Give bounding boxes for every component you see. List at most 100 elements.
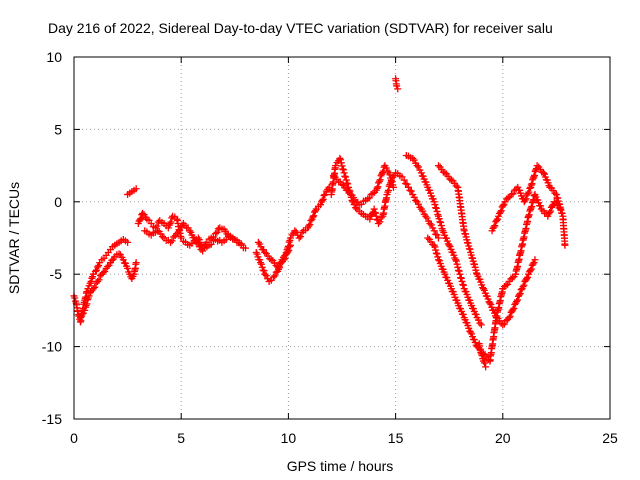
series-spike	[392, 75, 402, 93]
data-point-marker	[500, 320, 508, 328]
data-point-marker	[166, 220, 174, 228]
data-point-marker	[153, 222, 161, 230]
data-point-marker	[477, 321, 485, 329]
data-point-marker	[343, 179, 351, 187]
data-point-marker	[168, 214, 176, 222]
data-point-marker	[506, 312, 514, 320]
data-point-marker	[192, 238, 200, 246]
data-point-marker	[430, 241, 438, 249]
series-morning-b	[141, 220, 245, 255]
data-point-marker	[88, 274, 96, 282]
data-point-marker	[387, 174, 395, 182]
data-point-marker	[340, 169, 348, 177]
x-tick-label: 0	[70, 430, 78, 446]
data-point-marker	[137, 214, 145, 222]
y-tick-label: 0	[54, 194, 62, 210]
data-point-marker	[403, 180, 411, 188]
data-point-marker	[339, 165, 347, 173]
data-point-marker	[499, 321, 507, 329]
data-point-marker	[410, 156, 418, 164]
data-point-marker	[524, 273, 532, 281]
data-point-marker	[387, 177, 395, 185]
y-tick-label: 5	[54, 121, 62, 137]
data-point-marker	[490, 223, 498, 231]
data-point-marker	[540, 169, 548, 177]
chart-title: Day 216 of 2022, Sidereal Day-to-day VTE…	[48, 20, 553, 36]
series-evening-c	[434, 162, 539, 329]
data-point-marker	[258, 263, 266, 271]
data-point-marker	[432, 249, 440, 257]
data-point-marker	[491, 222, 499, 230]
data-point-marker	[435, 215, 443, 223]
data-point-marker	[384, 186, 392, 194]
data-point-marker	[287, 241, 295, 249]
data-point-marker	[378, 170, 386, 178]
data-point-marker	[551, 189, 559, 197]
data-point-marker	[457, 274, 465, 282]
data-point-marker	[295, 234, 303, 242]
data-point-marker	[306, 221, 314, 229]
data-point-marker	[492, 314, 500, 322]
series-evening-a	[402, 151, 485, 329]
data-point-marker	[91, 283, 99, 291]
data-point-marker	[332, 162, 340, 170]
data-point-marker	[376, 176, 384, 184]
data-point-marker	[389, 183, 397, 191]
data-point-marker	[509, 306, 517, 314]
data-point-marker	[377, 172, 385, 180]
data-point-marker	[527, 265, 535, 273]
data-point-marker	[414, 200, 422, 208]
data-point-marker	[174, 228, 182, 236]
data-point-marker	[124, 238, 132, 246]
data-point-marker	[482, 363, 490, 371]
data-point-marker	[432, 204, 440, 212]
y-tick-label: -5	[50, 266, 63, 282]
data-point-marker	[402, 180, 410, 188]
data-point-marker	[455, 267, 463, 275]
data-point-marker	[502, 281, 510, 289]
data-point-marker	[339, 166, 347, 174]
data-point-marker	[514, 296, 522, 304]
data-point-marker	[274, 263, 282, 271]
data-point-marker	[522, 195, 530, 203]
data-point-marker	[280, 256, 288, 264]
data-point-marker	[406, 186, 414, 194]
data-point-marker	[436, 218, 444, 226]
data-point-marker	[311, 207, 319, 215]
data-point-marker	[139, 209, 147, 217]
data-point-marker	[197, 246, 205, 254]
data-point-marker	[372, 212, 380, 220]
data-point-marker	[213, 228, 221, 236]
data-point-marker	[207, 240, 215, 248]
data-point-marker	[509, 190, 517, 198]
y-tick-labels: -15 -10 -5 0 5 10	[42, 49, 62, 427]
data-point-marker	[434, 211, 442, 219]
data-point-marker	[252, 248, 260, 256]
data-points	[70, 75, 569, 371]
data-point-marker	[434, 234, 442, 242]
data-point-marker	[342, 173, 350, 181]
data-point-marker	[441, 169, 449, 177]
data-point-marker	[430, 227, 438, 235]
data-point-marker	[407, 187, 415, 195]
data-point-marker	[370, 205, 378, 213]
data-point-marker	[119, 256, 127, 264]
data-point-marker	[297, 233, 305, 241]
data-point-marker	[85, 292, 93, 300]
data-point-marker	[93, 266, 101, 274]
data-point-marker	[310, 212, 318, 220]
data-point-marker	[432, 230, 440, 238]
data-point-marker	[115, 250, 123, 258]
series-early-b	[76, 250, 140, 322]
data-point-marker	[507, 191, 515, 199]
data-point-marker	[166, 238, 174, 246]
data-point-marker	[536, 202, 544, 210]
data-point-marker	[287, 234, 295, 242]
data-point-marker	[260, 267, 268, 275]
data-point-marker	[431, 201, 439, 209]
data-point-marker	[472, 311, 480, 319]
data-point-marker	[515, 291, 523, 299]
data-point-marker	[457, 274, 465, 282]
data-point-marker	[486, 299, 494, 307]
